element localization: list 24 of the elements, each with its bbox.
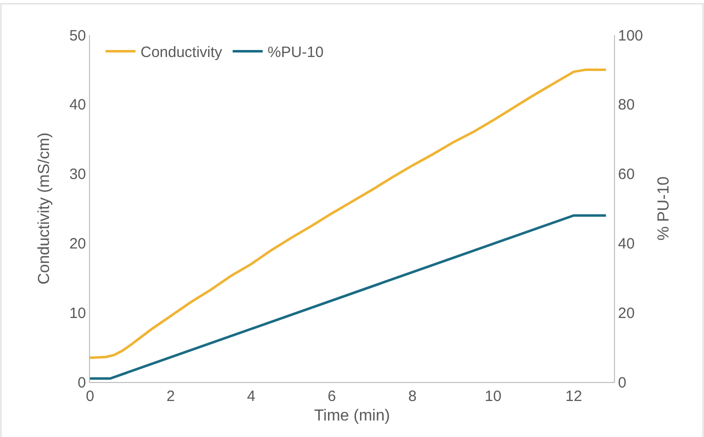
line-series (90, 68, 608, 359)
x-tick-label: 10 (484, 388, 502, 405)
x-axis-title: Time (min) (314, 408, 390, 425)
y-tick-label: 0 (78, 374, 86, 392)
y-tick-label: 10 (69, 304, 86, 322)
y2-tick-label: 20 (618, 304, 635, 322)
y2-tick-label: 60 (618, 166, 635, 184)
y-tick-label: 20 (69, 235, 86, 252)
x-tick-label: 12 (565, 388, 582, 405)
y2-axis-title: % PU-10 (656, 176, 673, 241)
y2-tick-label: 100 (618, 27, 644, 44)
y-tick-label: 50 (69, 27, 86, 44)
y-axis-title: Conductivity (mS/cm) (36, 132, 54, 285)
x-tick-label: 8 (408, 388, 417, 405)
x-tick-label: 2 (166, 388, 175, 405)
y2-tick-label: 0 (618, 374, 626, 392)
y-tick-label: 30 (69, 166, 86, 184)
x-tick-label: 4 (247, 388, 256, 405)
y-tick-label: 40 (69, 96, 86, 114)
x-tick-label: 6 (328, 388, 336, 405)
legend-label: %PU-10 (268, 44, 324, 62)
y2-tick-label: 80 (618, 96, 635, 114)
y2-tick-label: 40 (618, 235, 635, 252)
legend-label: Conductivity (140, 44, 223, 62)
